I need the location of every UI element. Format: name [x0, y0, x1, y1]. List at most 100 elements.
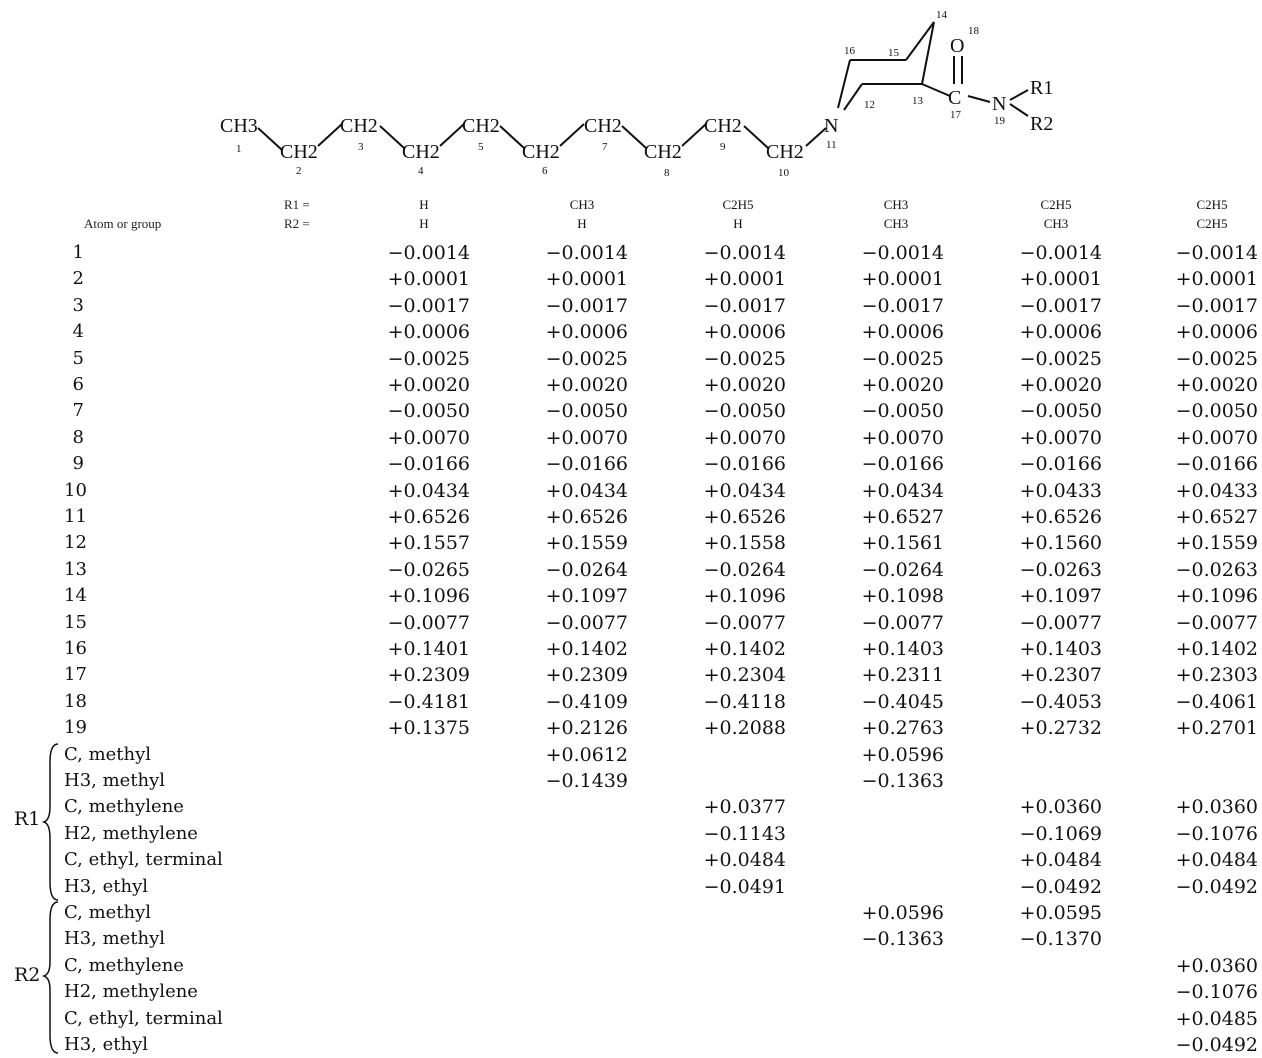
charge-value-cell: +0.1096 — [1175, 585, 1258, 608]
charge-value-cell: −0.0017 — [703, 294, 786, 317]
atom-or-group-name: 17 — [64, 664, 87, 686]
column-header-r1: C2H5 — [722, 197, 754, 212]
charge-value-cell: +0.6526 — [703, 506, 786, 528]
atom-or-group-name: H3, methyl — [64, 928, 166, 950]
charge-value-cell: +0.1402 — [545, 638, 628, 660]
table-row: H2, methylene −0.1143 −0.1069 −0.1076 — [0, 821, 1262, 847]
charge-value-cell: −0.0025 — [1019, 347, 1102, 370]
charge-value-cell: −0.0166 — [703, 453, 786, 476]
table-row: C, ethyl, terminal +0.0485 — [0, 1006, 1262, 1032]
charge-value-cell: +0.6526 — [387, 506, 470, 528]
charge-value-cell: −0.0077 — [1019, 611, 1102, 634]
charge-value-cell: +0.0020 — [545, 374, 628, 396]
charge-value-cell: +0.0006 — [861, 321, 944, 344]
charge-value-cell: +0.0484 — [1175, 849, 1258, 872]
ch2-label: CH2 — [340, 115, 378, 137]
charge-value-cell: −0.0166 — [861, 453, 944, 476]
charge-value-cell: −0.0263 — [1019, 558, 1102, 581]
charge-value-cell: +0.0070 — [1175, 426, 1258, 449]
charge-value-cell: +0.0070 — [1019, 426, 1102, 449]
charge-value-cell: −0.0025 — [703, 347, 786, 370]
atom-or-group-name: 16 — [64, 638, 87, 659]
charge-value-cell: −0.0166 — [545, 453, 628, 476]
charge-value-cell: +0.0596 — [861, 743, 944, 766]
table-row: 1 −0.0014 −0.0014 −0.0014 −0.0014 −0.0014 −0.0… — [0, 240, 1262, 266]
charge-value-cell: −0.0017 — [861, 294, 944, 317]
charge-value-cell: +0.2311 — [861, 664, 944, 687]
atom-or-group-name: 3 — [72, 294, 84, 316]
atom-or-group-header: Atom or group — [84, 216, 162, 231]
charge-value-cell: +0.1560 — [1019, 532, 1102, 555]
table-row: C, ethyl, terminal +0.0484 +0.0484 +0.0484 — [0, 847, 1262, 873]
atom-or-group-name: C, methylene — [64, 954, 184, 976]
charge-value-cell: +0.1558 — [703, 532, 786, 555]
table-row: 11 +0.6526 +0.6526 +0.6526 +0.6527 +0.6526 +0.… — [0, 504, 1262, 530]
charge-value-cell: −0.4181 — [387, 690, 470, 713]
charge-value-cell: +0.1403 — [1019, 638, 1102, 660]
charge-value-cell: +0.2303 — [1175, 664, 1258, 687]
charge-value-cell: −0.0265 — [387, 558, 470, 581]
atom-or-group-name: 7 — [72, 400, 84, 422]
column-header-r1: H — [419, 197, 429, 212]
atom-number: 16 — [844, 45, 856, 57]
charge-value-cell: +0.0070 — [861, 426, 944, 449]
charge-value-cell: +0.0001 — [387, 268, 470, 291]
atom-or-group-name: 15 — [64, 611, 87, 633]
charge-value-cell: +0.1402 — [703, 638, 786, 660]
ch3-label: CH3 — [220, 115, 258, 137]
charge-value-cell: +0.1097 — [545, 585, 628, 608]
table-row: 13 −0.0265 −0.0264 −0.0264 −0.0264 −0.0263 −0.… — [0, 557, 1262, 583]
charge-value-cell: +0.0020 — [1019, 374, 1102, 396]
table-row: H3, methyl −0.1439 −0.1363 — [0, 768, 1262, 794]
atom-or-group-name: 11 — [64, 506, 87, 527]
charge-value-cell: +0.0070 — [545, 426, 628, 449]
atom-number: 10 — [778, 167, 790, 179]
table-row: 14 +0.1096 +0.1097 +0.1096 +0.1098 +0.1097 +0.… — [0, 583, 1262, 609]
charge-value-cell: −0.1439 — [545, 770, 628, 792]
column-header-r2: CH3 — [1043, 216, 1069, 231]
atom-number: 14 — [936, 9, 948, 21]
charge-value-cell: +0.0612 — [545, 743, 628, 766]
table-row: H3, methyl −0.1363 −0.1370 — [0, 926, 1262, 952]
table-row: 8 +0.0070 +0.0070 +0.0070 +0.0070 +0.0070 +0.0… — [0, 425, 1262, 451]
charge-value-cell: −0.0077 — [387, 611, 470, 634]
charge-value-cell: −0.4045 — [861, 690, 944, 713]
charge-value-cell: −0.1076 — [1175, 822, 1258, 845]
atom-number: 19 — [994, 115, 1006, 127]
atom-or-group-name: H2, methylene — [64, 822, 198, 844]
charge-value-cell: +0.1401 — [387, 638, 470, 660]
atom-number: 17 — [950, 109, 962, 121]
charge-value-cell: −0.0050 — [545, 400, 628, 423]
charge-value-cell: +0.2309 — [545, 664, 628, 687]
charge-value-cell: +0.0006 — [545, 321, 628, 344]
charge-value-cell: −0.1363 — [861, 770, 944, 792]
table-row: H2, methylene −0.1076 — [0, 979, 1262, 1005]
charge-value-cell: +0.0020 — [703, 374, 786, 396]
table-row: 15 −0.0077 −0.0077 −0.0077 −0.0077 −0.0077 −0.… — [0, 610, 1262, 636]
charge-value-cell: −0.0166 — [1019, 453, 1102, 476]
charge-value-cell: +0.0070 — [387, 426, 470, 449]
charge-value-cell: −0.0050 — [1019, 400, 1102, 423]
atom-number: 13 — [912, 95, 924, 107]
atom-or-group-name: H3, methyl — [64, 770, 166, 791]
charge-value-cell: −0.0491 — [703, 875, 786, 898]
r1-group-label: R1 — [14, 808, 41, 830]
charge-value-cell: +0.1403 — [861, 638, 944, 660]
ch2-label: CH2 — [584, 115, 622, 137]
charge-value-cell: +0.0595 — [1019, 902, 1102, 924]
atom-number: 12 — [864, 99, 875, 111]
column-header-r2: H — [419, 216, 429, 231]
atom-number: 11 — [826, 139, 837, 151]
table-row: 4 +0.0006 +0.0006 +0.0006 +0.0006 +0.0006 +0.0… — [0, 319, 1262, 345]
charge-value-cell: +0.0434 — [387, 479, 470, 502]
charge-value-cell: +0.1375 — [387, 717, 470, 740]
column-header-r2: C2H5 — [1196, 216, 1228, 231]
charge-value-cell: −0.0264 — [861, 558, 944, 581]
table-row: 10 +0.0434 +0.0434 +0.0434 +0.0434 +0.0433 +0.… — [0, 478, 1262, 504]
charge-value-cell: +0.0001 — [1175, 268, 1258, 291]
charge-value-cell: −0.0263 — [1175, 558, 1258, 581]
ch2-label: CH2 — [704, 115, 742, 137]
charge-value-cell: +0.2307 — [1019, 664, 1102, 687]
atom-or-group-name: C, methyl — [64, 902, 152, 923]
charge-value-cell: −0.0077 — [861, 611, 944, 634]
